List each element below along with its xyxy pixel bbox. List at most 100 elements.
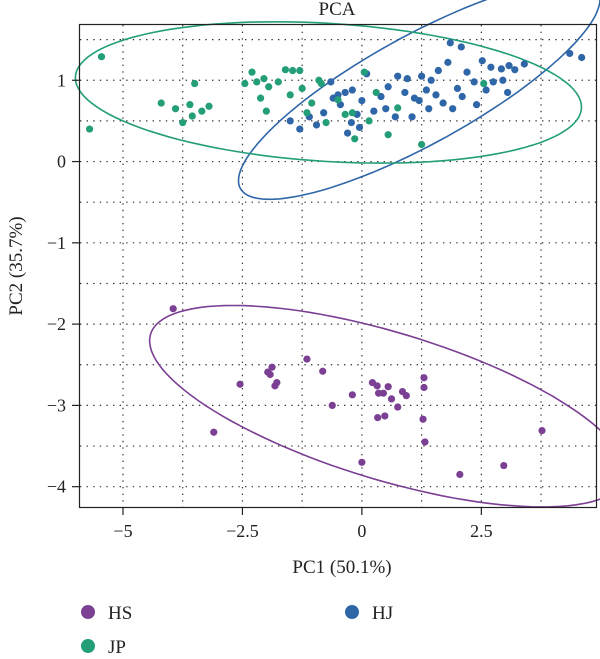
point-hj: [382, 105, 390, 113]
point-hs: [373, 382, 381, 390]
point-hj: [355, 123, 364, 132]
y-tick-label: 1: [57, 70, 66, 90]
y-tick-label: −3: [47, 395, 66, 415]
x-tick-label: −5: [113, 521, 132, 541]
ellipse-jp: [74, 20, 583, 164]
x-tick-label: 2.5: [470, 521, 493, 541]
point-hs: [379, 389, 387, 397]
x-axis-title: PC1 (50.1%): [292, 557, 391, 578]
point-jp: [171, 105, 180, 113]
point-jp: [248, 68, 256, 76]
point-hj: [394, 72, 402, 80]
point-hj: [487, 63, 495, 71]
point-hs: [420, 383, 428, 392]
y-tick-label: 0: [57, 152, 66, 172]
point-jp: [289, 66, 297, 75]
point-hj: [489, 78, 497, 86]
point-hj: [511, 66, 519, 74]
point-jp: [365, 117, 373, 125]
point-hj: [348, 86, 356, 94]
point-hj: [347, 118, 355, 127]
point-hs: [420, 374, 428, 382]
legend-label-hj: HJ: [372, 603, 393, 624]
point-jp: [260, 75, 268, 83]
point-jp: [191, 79, 199, 88]
point-jp: [85, 125, 94, 133]
point-hs: [266, 370, 274, 379]
point-jp: [253, 78, 261, 86]
point-hj: [418, 72, 426, 80]
ellipse-hs: [148, 304, 600, 508]
point-jp: [179, 118, 187, 127]
point-hj: [341, 88, 349, 97]
point-hj: [377, 92, 385, 101]
point-hs: [236, 380, 244, 388]
ellipse-hj: [237, 0, 600, 201]
point-hs: [358, 458, 366, 466]
point-hs: [374, 413, 382, 422]
point-hj: [578, 53, 586, 62]
point-hj: [312, 121, 321, 129]
point-hj: [499, 76, 507, 84]
point-hj: [482, 86, 490, 94]
y-tick-label: −1: [47, 233, 66, 253]
point-jp: [315, 76, 323, 84]
point-jp: [198, 107, 206, 115]
point-hj: [327, 78, 335, 86]
point-jp: [274, 78, 282, 86]
point-hs: [319, 367, 327, 375]
point-jp: [241, 79, 249, 88]
point-hj: [504, 88, 512, 97]
point-hs: [421, 438, 429, 446]
point-hs: [456, 470, 464, 479]
point-hj: [439, 99, 447, 107]
point-jp: [296, 66, 304, 75]
point-hs: [387, 395, 396, 403]
y-axis: 1 0 −1 −2 −3 −4: [47, 70, 80, 497]
point-hs: [381, 412, 389, 420]
point-hj: [425, 105, 433, 113]
point-jp: [372, 88, 380, 97]
point-hj: [432, 91, 440, 99]
point-jp: [334, 96, 342, 104]
x-tick-label: −2.5: [226, 521, 259, 541]
point-hs: [500, 461, 508, 470]
point-jp: [281, 66, 290, 74]
point-hj: [446, 39, 454, 47]
point-hj: [458, 92, 466, 101]
point-hj: [470, 78, 478, 86]
point-hs: [419, 415, 427, 423]
point-hs: [268, 363, 276, 371]
legend-label-hs: HS: [108, 603, 132, 624]
legend-marker-hj: [345, 605, 359, 619]
point-hj: [422, 86, 430, 94]
point-jp: [394, 104, 402, 112]
point-jp: [418, 140, 426, 149]
point-jp: [360, 68, 368, 76]
legend-marker-jp: [81, 639, 95, 653]
point-hj: [415, 96, 423, 105]
point-jp: [257, 94, 265, 102]
point-hj: [391, 113, 399, 121]
point-hs: [303, 355, 311, 363]
point-hj: [434, 66, 442, 75]
point-hj: [408, 113, 416, 121]
point-hj: [457, 43, 465, 51]
point-hs: [169, 305, 177, 313]
y-tick-label: −2: [47, 314, 66, 334]
point-hj: [296, 125, 304, 133]
point-hj: [286, 117, 294, 125]
point-hj: [520, 60, 528, 68]
point-hs: [384, 383, 392, 391]
point-hj: [403, 75, 411, 83]
point-jp: [265, 83, 273, 91]
point-jp: [188, 112, 196, 120]
point-jp: [341, 110, 349, 119]
point-hj: [427, 76, 435, 84]
point-hj: [497, 65, 505, 73]
point-hj: [370, 107, 378, 115]
point-hj: [358, 96, 366, 105]
legend-marker-hs: [81, 605, 95, 619]
point-hs: [210, 428, 218, 436]
